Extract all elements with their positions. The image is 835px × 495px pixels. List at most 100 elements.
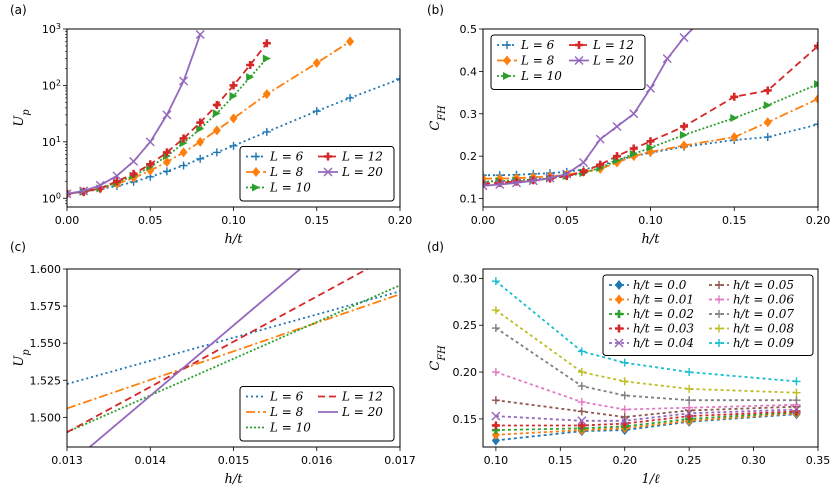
marker-plus	[491, 368, 500, 377]
x-tick-label: 0.05	[138, 214, 163, 227]
y-tick-label: 0.3	[460, 108, 478, 121]
y-tick-label: 0.15	[453, 413, 478, 426]
marker-x	[697, 17, 705, 25]
marker-plus	[491, 277, 500, 286]
marker-plus	[491, 421, 500, 430]
marker-diamond	[229, 113, 238, 124]
marker-plus	[262, 127, 271, 136]
marker-diamond	[763, 117, 772, 128]
marker-triangle	[262, 54, 271, 63]
marker-plus	[685, 384, 694, 393]
marker-triangle	[646, 143, 655, 152]
legend-label: L = 12	[341, 390, 383, 404]
marker-plus	[577, 407, 586, 416]
marker-plus	[196, 154, 205, 163]
marker-plus	[129, 169, 138, 178]
marker-plus	[162, 167, 171, 176]
label-sub: FH	[437, 105, 448, 122]
marker-diamond	[252, 167, 260, 177]
marker-plus	[715, 324, 723, 333]
marker-x	[545, 173, 555, 183]
y-tick-label: 0.2	[460, 150, 478, 163]
legend-label: L = 12	[592, 38, 634, 52]
marker-plus	[620, 377, 629, 386]
marker-plus	[814, 120, 818, 129]
marker-plus	[715, 281, 723, 289]
marker-x	[95, 180, 105, 190]
marker-plus	[229, 81, 238, 90]
marker-plus	[577, 347, 586, 356]
marker-plus	[615, 324, 623, 333]
y-tick-label: 0.20	[453, 366, 478, 379]
panel-label: (a)	[10, 3, 27, 17]
tick-exp: 2	[56, 78, 61, 87]
marker-x	[662, 54, 672, 64]
x-tick-label: 0.10	[638, 214, 663, 227]
x-tick-label: 0.017	[384, 454, 416, 467]
marker-plus	[146, 160, 155, 169]
marker-diamond	[312, 57, 321, 68]
y-tick-label: 103	[42, 22, 61, 37]
legend-label: L = 6	[269, 150, 304, 164]
marker-plus	[579, 167, 588, 176]
series-line	[483, 45, 818, 185]
marker-diamond	[680, 140, 688, 151]
marker-plus	[575, 41, 583, 49]
tick-base: 10	[42, 136, 56, 149]
marker-plus	[792, 388, 801, 397]
x-axis-label: h/t	[225, 472, 244, 487]
y-tick-label: 0.30	[453, 272, 478, 285]
marker-plus	[620, 413, 629, 422]
series-group	[491, 277, 801, 446]
legend-label: L = 8	[520, 54, 555, 68]
panel-c: 0.013 0.014 0.015 0.016 0.017 1.500 1.525 1.550…	[10, 240, 416, 487]
marker-plus	[685, 368, 694, 377]
marker-x	[112, 171, 122, 181]
legend-label: h/t = 0.07	[733, 307, 794, 321]
marker-diamond	[212, 125, 221, 136]
legend-label: h/t = 0.01	[633, 293, 694, 307]
x-tick-label: 0.25	[677, 454, 702, 467]
marker-triangle	[179, 139, 188, 148]
legend: L = 6 L = 12 L = 8 L = 20 L = 10	[239, 386, 395, 442]
legend: h/t = 0.0 h/t = 0.05h/t = 0.01 h/t = 0.06h…	[602, 274, 814, 356]
legend-box	[239, 386, 395, 442]
marker-triangle	[246, 73, 255, 82]
y-tick-label: 1.575	[30, 300, 62, 313]
label-main: C	[428, 121, 443, 131]
marker-x	[562, 169, 572, 179]
x-tick-label: 0.016	[301, 454, 333, 467]
marker-plus	[396, 74, 400, 83]
marker-x	[577, 416, 587, 426]
series-line	[67, 290, 400, 385]
marker-plus	[646, 137, 655, 146]
marker-plus	[763, 133, 772, 142]
legend-label: h/t = 0.09	[733, 336, 794, 350]
legend-label: h/t = 0.05	[733, 278, 794, 292]
marker-triangle	[629, 150, 638, 159]
x-tick-label: 0.00	[55, 214, 80, 227]
marker-triangle	[763, 101, 772, 110]
marker-triangle	[680, 130, 688, 139]
tick-base: 10	[42, 192, 56, 205]
axes-frame	[66, 268, 401, 448]
marker-plus	[629, 144, 638, 153]
marker-plus	[792, 396, 801, 405]
marker-triangle	[196, 124, 205, 133]
x-tick-label: 0.10	[484, 454, 509, 467]
marker-diamond	[196, 136, 205, 147]
panel-b: 0.00 0.05 0.10 0.15 0.20 0.1 0.2 0.3 0.4 0.5 (b) h/…	[427, 3, 830, 247]
legend-label: L = 20	[341, 165, 383, 179]
series-line	[67, 293, 400, 410]
label-main: U	[12, 355, 27, 367]
series-line	[88, 269, 302, 447]
y-tick-label: 1.550	[30, 337, 62, 350]
y-tick-label: 0.1	[460, 193, 478, 206]
marker-plus	[179, 161, 188, 170]
marker-x	[67, 189, 72, 199]
marker-plus	[491, 306, 500, 315]
marker-plus	[196, 118, 205, 127]
marker-x	[495, 180, 505, 190]
marker-x	[323, 167, 333, 177]
